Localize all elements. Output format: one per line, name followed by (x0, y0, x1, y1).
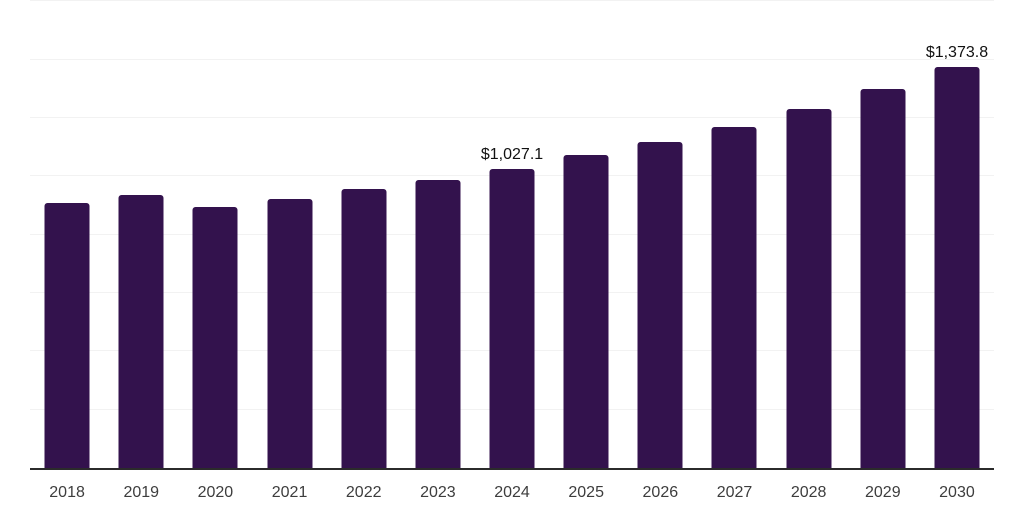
x-tick-label-2020: 2020 (197, 484, 234, 501)
x-tick-label-2027: 2027 (716, 484, 753, 501)
bar-slot-2020 (178, 0, 252, 468)
x-axis-labels: 2018 2019 2020 2021 2022 2023 2024 2025 2026 2027… (30, 484, 994, 502)
x-axis-line (30, 468, 994, 470)
bar-value-label-2030: $1,373.8 (925, 44, 989, 62)
x-tick-label-2022: 2022 (345, 484, 382, 501)
bar-value-label-2024: $1,027.1 (480, 145, 544, 163)
bar-slot-2022 (327, 0, 401, 468)
bar-2029[interactable] (860, 88, 906, 468)
x-tick-label-2023: 2023 (420, 484, 456, 501)
x-tick-label-2021: 2021 (271, 484, 308, 501)
bar-slot-2018 (30, 0, 104, 468)
x-tick-label-2024: 2024 (494, 484, 530, 501)
bar-2026[interactable] (637, 142, 683, 468)
x-tick-label-2018: 2018 (49, 484, 85, 501)
bar-slot-2021 (252, 0, 326, 468)
bar-slot-2026 (623, 0, 697, 468)
bar-2023[interactable] (415, 179, 461, 468)
bar-2019[interactable] (118, 195, 164, 468)
x-tick-label-2028: 2028 (790, 484, 827, 501)
bar-slot-2027 (697, 0, 771, 468)
bar-2030[interactable] (934, 67, 980, 468)
plot-area: $1,027.1 $1,373.8 (30, 0, 994, 470)
bar-2028[interactable] (786, 108, 832, 468)
x-tick-label-2019: 2019 (123, 484, 160, 501)
bar-2020[interactable] (192, 206, 238, 468)
bar-2024[interactable] (489, 168, 535, 468)
bar-slot-2028 (772, 0, 846, 468)
bar-2027[interactable] (711, 126, 757, 468)
x-tick-label-2025: 2025 (568, 484, 604, 501)
bar-slot-2019 (104, 0, 178, 468)
bar-2018[interactable] (44, 203, 90, 468)
x-tick-label-2030: 2030 (939, 484, 975, 501)
bar-slot-2025 (549, 0, 623, 468)
bar-slot-2030: $1,373.8 (920, 0, 994, 468)
bar-2022[interactable] (341, 189, 387, 468)
gridline-1400 (30, 58, 994, 60)
gridline-1200 (30, 117, 994, 119)
bar-slot-2024: $1,027.1 (475, 0, 549, 468)
bar-slot-2023 (401, 0, 475, 468)
x-tick-label-2029: 2029 (865, 484, 901, 501)
bars-container: $1,027.1 $1,373.8 (30, 0, 994, 468)
gridline-1600 (30, 0, 994, 2)
bar-2021[interactable] (267, 199, 313, 468)
bar-slot-2029 (846, 0, 920, 468)
x-tick-label-2026: 2026 (642, 484, 679, 501)
bar-2025[interactable] (563, 155, 609, 468)
